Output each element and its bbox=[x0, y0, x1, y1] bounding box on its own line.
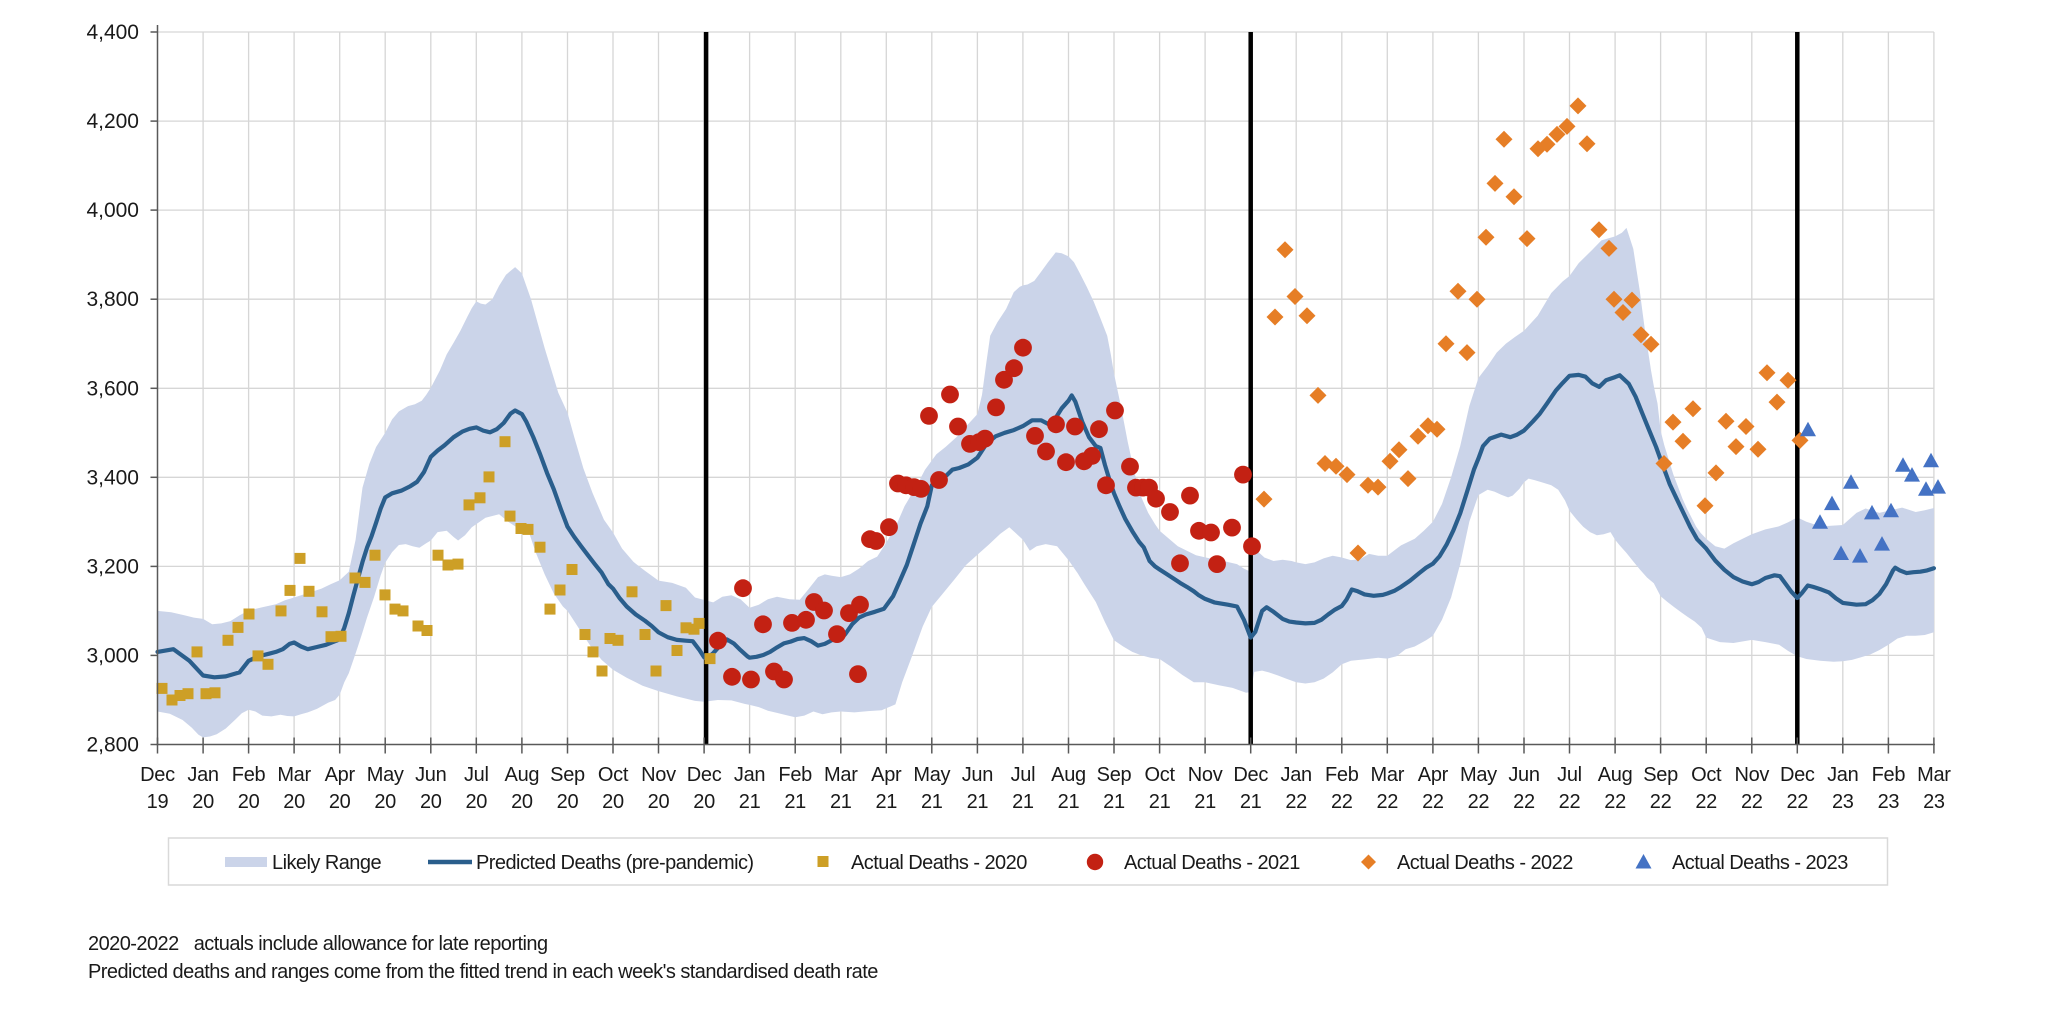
svg-text:23: 23 bbox=[1832, 791, 1854, 813]
svg-text:Sep: Sep bbox=[550, 764, 585, 786]
svg-text:May: May bbox=[1460, 764, 1497, 786]
svg-text:3,600: 3,600 bbox=[86, 377, 139, 400]
svg-text:Predicted deaths and ranges co: Predicted deaths and ranges come from th… bbox=[88, 961, 878, 983]
svg-text:23: 23 bbox=[1878, 791, 1900, 813]
svg-text:Apr: Apr bbox=[871, 764, 902, 786]
svg-text:Jan: Jan bbox=[734, 764, 765, 786]
svg-text:22: 22 bbox=[1468, 791, 1490, 813]
svg-text:22: 22 bbox=[1285, 791, 1307, 813]
svg-text:Oct: Oct bbox=[1144, 764, 1175, 786]
svg-text:May: May bbox=[913, 764, 950, 786]
svg-text:Jul: Jul bbox=[1557, 764, 1582, 786]
svg-text:21: 21 bbox=[1103, 791, 1125, 813]
svg-text:20: 20 bbox=[329, 791, 351, 813]
svg-text:Likely Range: Likely Range bbox=[272, 852, 381, 874]
svg-text:20: 20 bbox=[648, 791, 670, 813]
svg-text:21: 21 bbox=[784, 791, 806, 813]
svg-text:Aug: Aug bbox=[1051, 764, 1086, 786]
svg-text:Jan: Jan bbox=[1827, 764, 1858, 786]
svg-text:21: 21 bbox=[967, 791, 989, 813]
svg-text:Dec: Dec bbox=[1233, 764, 1268, 786]
svg-text:21: 21 bbox=[1012, 791, 1034, 813]
svg-text:22: 22 bbox=[1786, 791, 1808, 813]
svg-text:Sep: Sep bbox=[1097, 764, 1132, 786]
svg-text:Nov: Nov bbox=[1734, 764, 1769, 786]
svg-text:Apr: Apr bbox=[1418, 764, 1449, 786]
svg-text:20: 20 bbox=[557, 791, 579, 813]
svg-text:4,200: 4,200 bbox=[86, 110, 139, 133]
svg-text:Jan: Jan bbox=[1281, 764, 1312, 786]
svg-text:22: 22 bbox=[1741, 791, 1763, 813]
svg-text:Jun: Jun bbox=[415, 764, 446, 786]
svg-text:21: 21 bbox=[921, 791, 943, 813]
svg-text:Actual Deaths - 2021: Actual Deaths - 2021 bbox=[1124, 852, 1300, 874]
svg-text:3,200: 3,200 bbox=[86, 555, 139, 578]
svg-text:21: 21 bbox=[1058, 791, 1080, 813]
svg-text:21: 21 bbox=[1240, 791, 1262, 813]
svg-text:Sep: Sep bbox=[1643, 764, 1678, 786]
svg-text:20: 20 bbox=[511, 791, 533, 813]
svg-text:Feb: Feb bbox=[1325, 764, 1359, 786]
svg-text:Dec: Dec bbox=[140, 764, 175, 786]
svg-text:21: 21 bbox=[739, 791, 761, 813]
svg-text:21: 21 bbox=[1149, 791, 1171, 813]
svg-text:Jun: Jun bbox=[962, 764, 993, 786]
svg-text:21: 21 bbox=[1194, 791, 1216, 813]
svg-text:Mar: Mar bbox=[824, 764, 858, 786]
svg-text:Feb: Feb bbox=[1872, 764, 1906, 786]
svg-text:Nov: Nov bbox=[641, 764, 676, 786]
svg-text:20: 20 bbox=[465, 791, 487, 813]
svg-text:Actual Deaths - 2023: Actual Deaths - 2023 bbox=[1672, 852, 1848, 874]
svg-text:4,000: 4,000 bbox=[86, 199, 139, 222]
svg-text:22: 22 bbox=[1422, 791, 1444, 813]
svg-text:20: 20 bbox=[238, 791, 260, 813]
svg-text:22: 22 bbox=[1331, 791, 1353, 813]
svg-text:Actual Deaths - 2020: Actual Deaths - 2020 bbox=[851, 852, 1027, 874]
svg-text:22: 22 bbox=[1695, 791, 1717, 813]
svg-text:May: May bbox=[367, 764, 404, 786]
svg-text:Nov: Nov bbox=[1188, 764, 1223, 786]
svg-text:Mar: Mar bbox=[1371, 764, 1405, 786]
svg-text:20: 20 bbox=[374, 791, 396, 813]
svg-text:21: 21 bbox=[830, 791, 852, 813]
svg-text:19: 19 bbox=[147, 791, 169, 813]
svg-text:Aug: Aug bbox=[1598, 764, 1633, 786]
svg-text:22: 22 bbox=[1513, 791, 1535, 813]
svg-text:Aug: Aug bbox=[505, 764, 540, 786]
svg-text:20: 20 bbox=[420, 791, 442, 813]
svg-text:Predicted Deaths (pre-pandemic: Predicted Deaths (pre-pandemic) bbox=[476, 852, 754, 874]
svg-text:Dec: Dec bbox=[687, 764, 722, 786]
svg-text:Mar: Mar bbox=[1917, 764, 1951, 786]
svg-text:Oct: Oct bbox=[1691, 764, 1722, 786]
svg-text:Apr: Apr bbox=[325, 764, 356, 786]
svg-text:Jan: Jan bbox=[187, 764, 218, 786]
svg-text:3,000: 3,000 bbox=[86, 644, 139, 667]
svg-text:Jul: Jul bbox=[464, 764, 489, 786]
svg-text:2,800: 2,800 bbox=[86, 734, 139, 757]
svg-text:22: 22 bbox=[1604, 791, 1626, 813]
svg-text:Jun: Jun bbox=[1508, 764, 1539, 786]
svg-text:20: 20 bbox=[602, 791, 624, 813]
svg-text:20: 20 bbox=[693, 791, 715, 813]
svg-text:Jul: Jul bbox=[1011, 764, 1036, 786]
svg-text:Dec: Dec bbox=[1780, 764, 1815, 786]
svg-text:Oct: Oct bbox=[598, 764, 629, 786]
svg-text:Mar: Mar bbox=[277, 764, 311, 786]
svg-text:20: 20 bbox=[192, 791, 214, 813]
svg-text:22: 22 bbox=[1559, 791, 1581, 813]
svg-text:3,400: 3,400 bbox=[86, 466, 139, 489]
svg-text:Actual Deaths - 2022: Actual Deaths - 2022 bbox=[1397, 852, 1573, 874]
svg-text:23: 23 bbox=[1923, 791, 1945, 813]
svg-text:22: 22 bbox=[1376, 791, 1398, 813]
svg-text:22: 22 bbox=[1650, 791, 1672, 813]
svg-text:2020-2022 actuals include al: 2020-2022 actuals include allowance for … bbox=[88, 933, 548, 955]
svg-text:21: 21 bbox=[875, 791, 897, 813]
svg-text:Feb: Feb bbox=[778, 764, 812, 786]
svg-text:Feb: Feb bbox=[232, 764, 266, 786]
svg-text:20: 20 bbox=[283, 791, 305, 813]
svg-text:4,400: 4,400 bbox=[86, 21, 139, 44]
svg-text:3,800: 3,800 bbox=[86, 288, 139, 311]
